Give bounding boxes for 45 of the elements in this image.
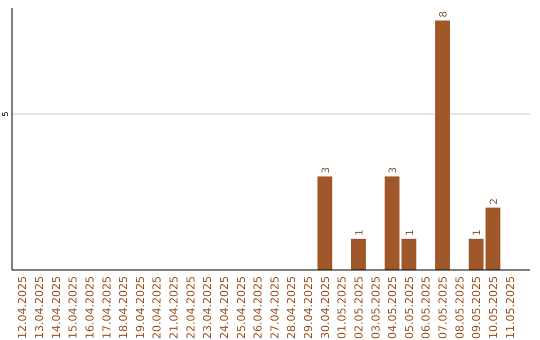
x-tick-label: 17.04.2025: [100, 276, 114, 339]
data-label: 3: [320, 167, 332, 174]
bar: [351, 238, 366, 270]
x-tick-label: 25.04.2025: [234, 276, 248, 339]
x-tick-label: 08.05.2025: [453, 276, 466, 339]
bar: [402, 238, 416, 270]
bar: [486, 208, 500, 270]
x-tick-label: 10.05.2025: [486, 276, 500, 339]
x-tick-label: 22.04.2025: [184, 276, 198, 339]
x-tick-label: 26.04.2025: [252, 276, 265, 339]
x-tick-label: 24.04.2025: [218, 276, 231, 339]
bar: [317, 176, 332, 270]
x-tick-label: 18.04.2025: [117, 276, 130, 339]
x-tick-label: 07.05.2025: [436, 276, 450, 339]
x-tick-label: 01.05.2025: [336, 276, 349, 339]
x-tick-label: 04.05.2025: [386, 276, 400, 339]
x-tick-label: 23.04.2025: [201, 276, 214, 339]
x-tick-label: 19.04.2025: [134, 276, 147, 339]
data-label: 1: [472, 229, 484, 236]
x-tick-label: 27.04.2025: [268, 276, 282, 339]
data-label: 8: [438, 11, 450, 18]
data-label: 3: [388, 167, 400, 174]
bar: [468, 238, 484, 270]
x-tick-label: 05.05.2025: [402, 276, 416, 339]
y-tick-label: 5: [1, 112, 10, 117]
x-tick-label: 06.05.2025: [420, 276, 433, 339]
x-tick-label: 16.04.2025: [83, 276, 96, 339]
x-tick-label: 28.04.2025: [285, 276, 298, 339]
x-tick-label: 12.04.2025: [16, 276, 30, 339]
x-tick-label: 09.05.2025: [470, 276, 484, 339]
bar: [384, 176, 400, 270]
data-label: 2: [488, 198, 500, 205]
data-label: 1: [404, 229, 416, 236]
x-tick-label: 02.05.2025: [352, 276, 366, 339]
x-tick-label: 13.04.2025: [33, 276, 46, 339]
x-tick-label: 03.05.2025: [369, 276, 382, 339]
data-label: 1: [354, 229, 366, 236]
x-tick-label: 29.04.2025: [302, 276, 316, 339]
x-tick-label: 14.04.2025: [50, 276, 63, 339]
x-tick-label: 15.04.2025: [66, 276, 80, 339]
x-tick-label: 30.04.2025: [318, 276, 332, 339]
x-tick-label: 11.05.2025: [504, 276, 517, 339]
x-tick-label: 20.04.2025: [150, 276, 164, 339]
bar: [435, 20, 450, 270]
x-tick-label: 21.04.2025: [168, 276, 181, 339]
